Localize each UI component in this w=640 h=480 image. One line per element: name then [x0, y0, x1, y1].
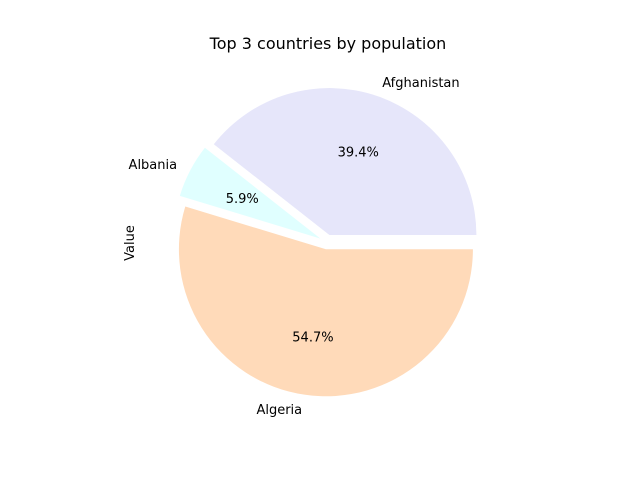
pie-slices: [178, 88, 477, 397]
slice-label-algeria: Algeria: [256, 403, 302, 418]
pie-slice-albania: [179, 147, 321, 239]
pie-slice-afghanistan: [213, 88, 477, 236]
y-axis-label: Value: [123, 225, 138, 261]
slice-label-afghanistan: Afghanistan: [382, 76, 459, 91]
pie-labels: Afghanistan 39.4% Albania 5.9% Algeria 54.7%: [129, 76, 460, 418]
pie-slice-algeria: [178, 206, 473, 397]
slice-label-albania: Albania: [129, 158, 178, 173]
slice-percent-algeria: 54.7%: [292, 331, 333, 346]
chart-title: Top 3 countries by population: [209, 34, 447, 53]
slice-percent-albania: 5.9%: [226, 192, 259, 207]
slice-percent-afghanistan: 39.4%: [338, 146, 379, 161]
